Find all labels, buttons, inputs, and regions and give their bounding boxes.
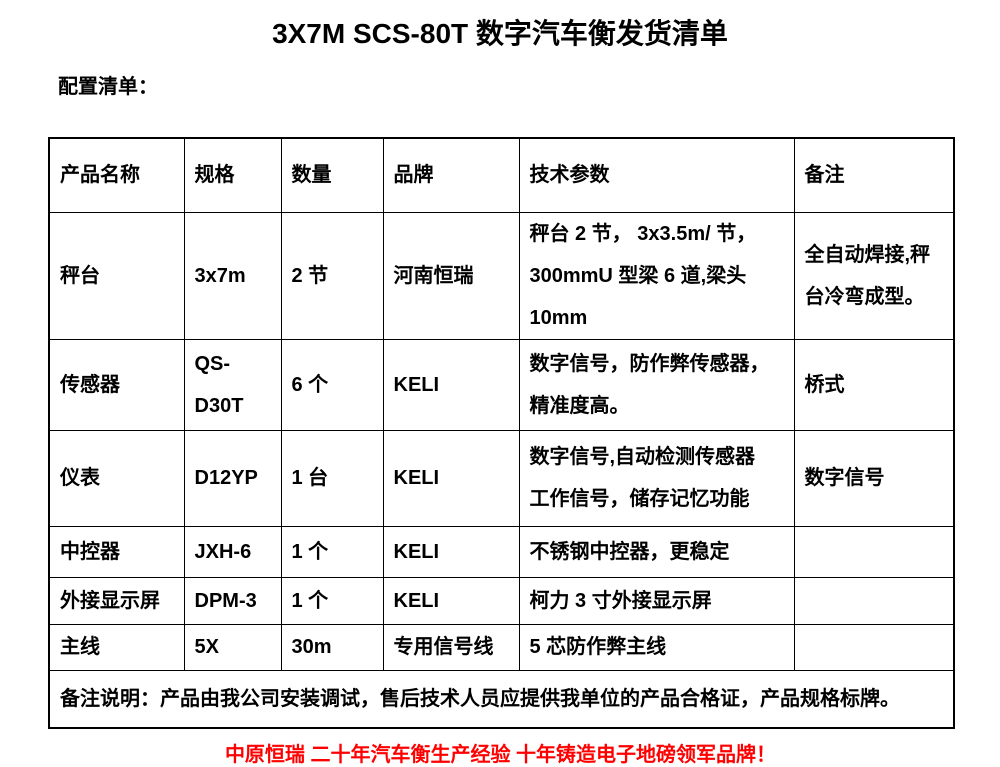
- table-cell: KELI: [382, 338, 520, 431]
- config-list-label: 配置清单：: [58, 76, 158, 98]
- table-cell: D12YP: [183, 429, 282, 527]
- table-cell: 数字信号，防作弊传感器， 精准度高。: [518, 338, 795, 431]
- table-header-row: 产品名称 规格 数量 品牌 技术参数 备注: [48, 137, 955, 213]
- column-header-spec: 规格: [183, 137, 282, 213]
- table-cell: KELI: [382, 429, 520, 527]
- table-cell: 1 台: [280, 429, 384, 527]
- table-cell: 数字信号: [793, 429, 955, 527]
- column-header-params: 技术参数: [518, 137, 795, 213]
- table-row: 外接显示屏 DPM-3 1 个 KELI 柯力 3 寸外接显示屏: [48, 576, 955, 625]
- table-cell: 1 个: [280, 525, 384, 578]
- column-header-qty: 数量: [280, 137, 384, 213]
- table-cell: 外接显示屏: [48, 576, 185, 625]
- table-cell: 仪表: [48, 429, 185, 527]
- column-header-product: 产品名称: [48, 137, 185, 213]
- table-cell: 中控器: [48, 525, 185, 578]
- table-cell: 主线: [48, 623, 185, 671]
- table-cell: QS-D30T: [183, 338, 282, 431]
- table-cell: [793, 576, 955, 625]
- shipping-list-table: 产品名称 规格 数量 品牌 技术参数 备注 秤台 3x7m 2 节 河南恒瑞 秤…: [48, 137, 955, 729]
- table-cell: JXH-6: [183, 525, 282, 578]
- table-row: 秤台 3x7m 2 节 河南恒瑞 秤台 2 节， 3x3.5m/ 节， 300m…: [48, 211, 955, 340]
- table-cell: KELI: [382, 576, 520, 625]
- column-header-note: 备注: [793, 137, 955, 213]
- table-cell: 2 节: [280, 211, 384, 340]
- table-cell: 专用信号线: [382, 623, 520, 671]
- brand-tagline: 中原恒瑞 二十年汽车衡生产经验 十年铸造电子地磅领军品牌！: [224, 744, 777, 766]
- table-row: 传感器 QS-D30T 6 个 KELI 数字信号，防作弊传感器， 精准度高。 …: [48, 338, 955, 431]
- table-row: 中控器 JXH-6 1 个 KELI 不锈钢中控器，更稳定: [48, 525, 955, 578]
- table-cell: 30m: [280, 623, 384, 671]
- page-title: 3X7M SCS-80T 数字汽车衡发货清单: [272, 18, 728, 49]
- table-cell: 不锈钢中控器，更稳定: [518, 525, 795, 578]
- footer-note: 备注说明：产品由我公司安装调试，售后技术人员应提供我单位的产品合格证，产品规格标…: [48, 669, 955, 729]
- table-cell: 数字信号,自动检测传感器 工作信号，储存记忆功能: [518, 429, 795, 527]
- table-cell: [793, 525, 955, 578]
- table-cell: 秤台: [48, 211, 185, 340]
- table-cell: 秤台 2 节， 3x3.5m/ 节， 300mmU 型梁 6 道,梁头 10mm: [518, 211, 795, 340]
- table-row: 主线 5X 30m 专用信号线 5 芯防作弊主线: [48, 623, 955, 671]
- table-row: 仪表 D12YP 1 台 KELI 数字信号,自动检测传感器 工作信号，储存记忆…: [48, 429, 955, 527]
- table-cell: 河南恒瑞: [382, 211, 520, 340]
- table-cell: 5 芯防作弊主线: [518, 623, 795, 671]
- table-cell: KELI: [382, 525, 520, 578]
- table-cell: 6 个: [280, 338, 384, 431]
- table-cell: 3x7m: [183, 211, 282, 340]
- table-cell: 1 个: [280, 576, 384, 625]
- table-cell: [793, 623, 955, 671]
- table-cell: DPM-3: [183, 576, 282, 625]
- table-cell: 桥式: [793, 338, 955, 431]
- table-footer-row: 备注说明：产品由我公司安装调试，售后技术人员应提供我单位的产品合格证，产品规格标…: [48, 669, 955, 729]
- table-cell: 5X: [183, 623, 282, 671]
- table-cell: 传感器: [48, 338, 185, 431]
- table-cell: 柯力 3 寸外接显示屏: [518, 576, 795, 625]
- column-header-brand: 品牌: [382, 137, 520, 213]
- table-cell: 全自动焊接,秤 台冷弯成型。: [793, 211, 955, 340]
